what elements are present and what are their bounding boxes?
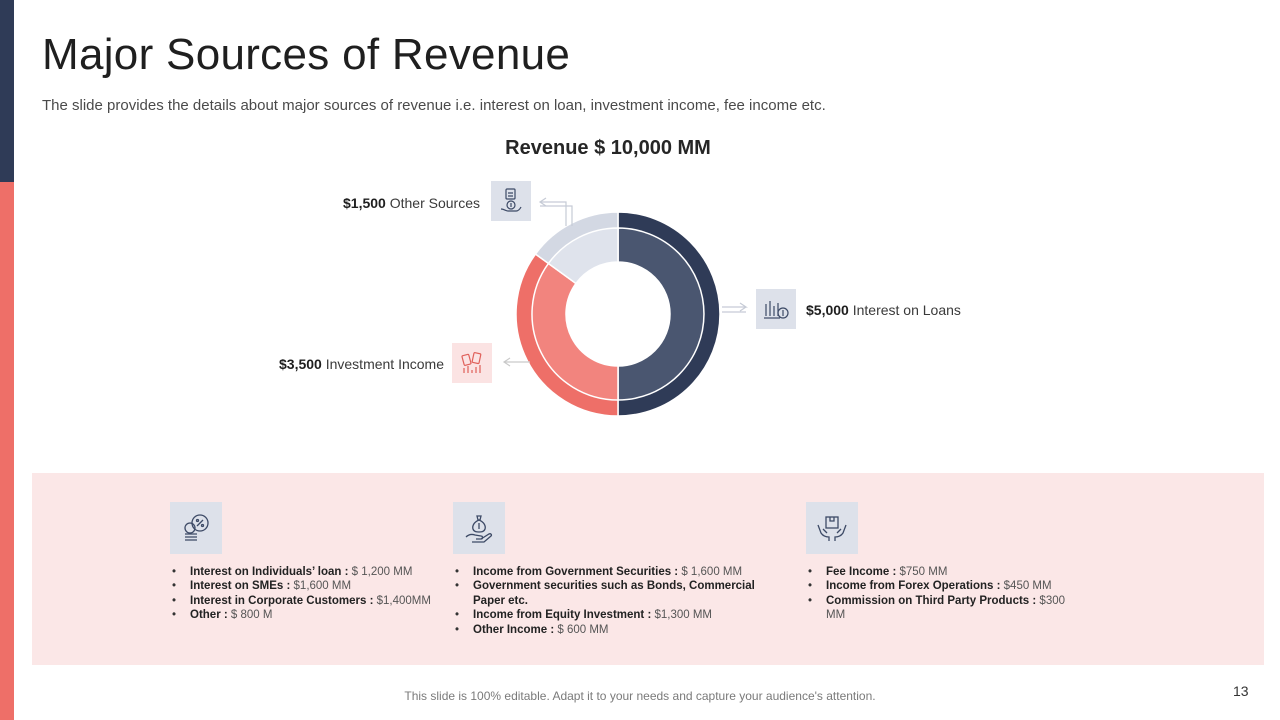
investment-icon: [452, 343, 492, 383]
list-item: Income from Government Securities : $ 1,…: [453, 565, 773, 580]
details-list-fees: Fee Income : $750 MM Income from Forex O…: [806, 565, 1076, 623]
list-item: Income from Forex Operations : $450 MM: [806, 579, 1076, 594]
label-investment-income: $3,500 Investment Income: [279, 356, 444, 372]
list-item: Interest on Individuals’ loan : $ 1,200 …: [170, 565, 440, 580]
details-list-investment: Income from Government Securities : $ 1,…: [453, 565, 773, 637]
accent-bar-navy: [0, 0, 14, 182]
hand-coin-icon: [491, 181, 531, 221]
revenue-donut-chart: [502, 197, 748, 417]
list-item: Interest in Corporate Customers : $1,400…: [170, 594, 440, 609]
page-subtitle: The slide provides the details about maj…: [42, 97, 826, 114]
donut-slice-inner-interest-on-loans: [617, 227, 705, 401]
list-item: Other Income : $ 600 MM: [453, 623, 773, 638]
connector-investment-income: [502, 357, 530, 367]
coins-percent-icon: [170, 502, 222, 554]
list-item: Government securities such as Bonds, Com…: [453, 579, 773, 608]
money-bag-hand-icon: [453, 502, 505, 554]
list-item: Commission on Third Party Products : $30…: [806, 594, 1076, 623]
accent-bar-coral: [0, 182, 14, 720]
details-list-interest: Interest on Individuals’ loan : $ 1,200 …: [170, 565, 440, 623]
hands-box-icon: [806, 502, 858, 554]
connector-interest-on-loans: [722, 302, 748, 313]
page-title: Major Sources of Revenue: [42, 30, 571, 79]
list-item: Fee Income : $750 MM: [806, 565, 1076, 580]
label-other-sources: $1,500 Other Sources: [343, 195, 480, 211]
list-item: Income from Equity Investment : $1,300 M…: [453, 608, 773, 623]
donut-slice-inner-other-sources: [547, 227, 619, 285]
list-item: Other : $ 800 M: [170, 608, 440, 623]
list-item: Interest on SMEs : $1,600 MM: [170, 579, 440, 594]
money-chart-icon: [756, 289, 796, 329]
page-number: 13: [1233, 683, 1249, 699]
connector-other-sources: [538, 197, 573, 226]
chart-title: Revenue $ 10,000 MM: [505, 137, 711, 159]
footer-note: This slide is 100% editable. Adapt it to…: [404, 689, 876, 703]
details-panel: Interest on Individuals’ loan : $ 1,200 …: [32, 473, 1264, 665]
label-interest-on-loans: $5,000 Interest on Loans: [806, 302, 961, 318]
donut-slice-inner-investment-income: [531, 262, 619, 401]
